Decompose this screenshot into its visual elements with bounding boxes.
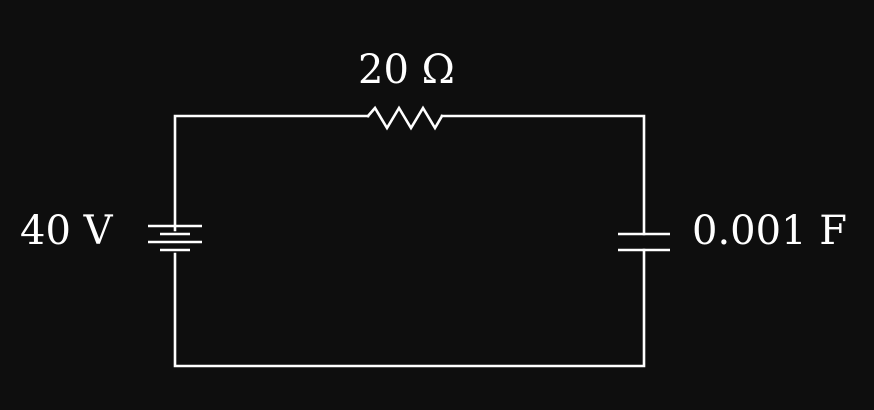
wire-top-right <box>440 114 646 236</box>
capacitor-label: 0.001 F <box>692 208 847 254</box>
resistor-label: 20 Ω <box>358 47 455 93</box>
capacitor-symbol <box>618 232 670 252</box>
wire-bottom <box>173 248 646 368</box>
wire-top-left <box>173 114 370 232</box>
battery-label: 40 V <box>20 208 113 254</box>
resistor-zigzag <box>366 105 444 131</box>
battery-symbol <box>148 224 202 252</box>
